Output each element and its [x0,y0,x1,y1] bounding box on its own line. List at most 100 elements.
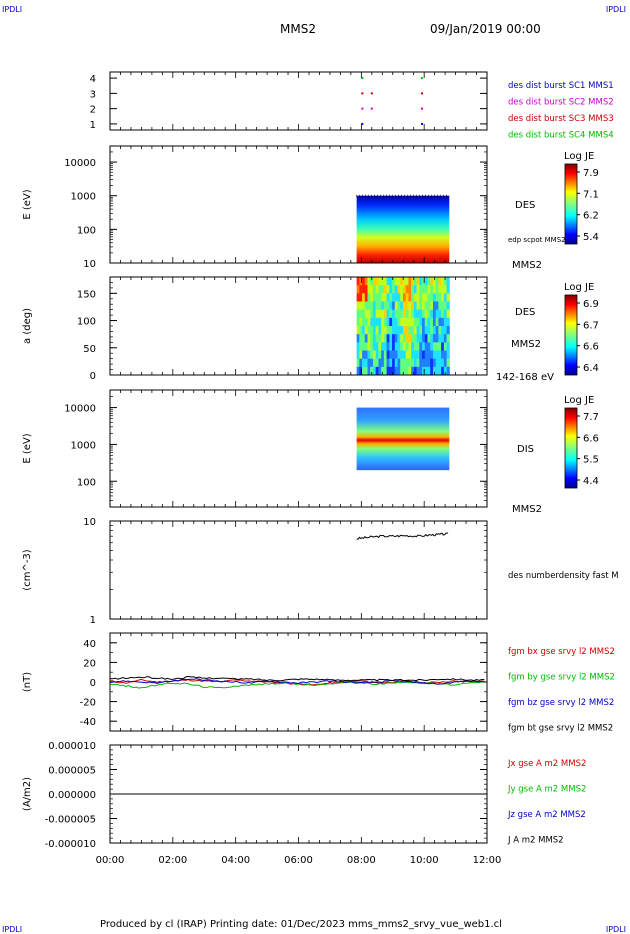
pitch-cell [430,301,434,311]
pitch-cell [397,293,401,302]
pitch-cell [405,285,409,294]
y-tick-label: 2 [90,105,96,116]
pitch-cell [359,350,363,360]
pitch-cell [405,358,409,368]
pitch-cell [438,350,442,360]
pitch-cell [411,358,415,368]
pitch-cell [356,334,360,343]
dis-energy-spectrogram [356,407,450,471]
pitch-cell [416,342,420,351]
pitch-cell [364,334,369,343]
pitch-cell [408,309,412,319]
pitch-cell [405,334,409,343]
pitch-cell [419,285,423,294]
pitch-cell [422,334,426,343]
y-tick-label: -40 [80,717,96,728]
pitch-cell [389,334,393,343]
pitch-cell [416,358,420,368]
pitch-cell [427,277,431,286]
pitch-cell [397,358,401,368]
pitch-cell [386,277,390,286]
pitch-cell [372,309,377,319]
pitch-cell [370,366,374,376]
y-tick-label: -20 [80,698,96,709]
pitch-cell [389,317,393,327]
pitch-cell [400,317,404,327]
pitch-cell [438,366,442,376]
burst-mark [361,92,364,95]
pitch-cell [372,358,377,368]
pitch-cell [394,309,399,319]
pitch-cell [364,301,369,311]
y-tick-label: 0 [90,371,96,382]
pitch-cell [422,277,426,286]
y-axis-label: E (eV) [22,189,33,219]
pitch-cell [424,317,428,327]
footer-credits: Produced by cl (IRAP) Printing date: 01/… [100,919,502,930]
pitch-cell [430,277,434,286]
pitch-cell [372,350,377,360]
pitch-cell [446,342,450,351]
pitch-cell [446,301,450,311]
pitch-cell [422,326,426,335]
pitch-cell [400,293,404,302]
pitch-cell [435,317,439,327]
energy-range-label: 142-168 eV [496,372,554,383]
pitch-cell [383,342,388,351]
y-axis-label: E (eV) [22,433,33,463]
pitch-cell [370,309,374,319]
pitch-cell [408,285,412,294]
x-tick-label: 02:00 [158,855,187,866]
pitch-cell [370,317,374,327]
pitch-cell [397,326,401,335]
pitch-cell [438,309,442,319]
y-tick-label: 100 [77,477,96,488]
pitch-cell [364,317,369,327]
pitch-cell [402,326,407,335]
des-energy-spectrogram [356,195,450,263]
pitch-cell [441,366,445,376]
pitch-cell [424,301,428,311]
pitch-cell [383,285,388,294]
pitch-cell [389,277,393,286]
pitch-cell [441,334,445,343]
legend-entry: fgm bx gse srvy l2 MMS2 [508,647,615,657]
fgm-line [110,675,485,682]
pitch-cell [367,350,371,360]
pitch-cell [446,334,450,343]
pitch-cell [400,277,404,286]
pitch-cell [427,358,431,368]
pitch-cell [413,293,418,302]
colorbar-tick-label: 6.6 [583,433,599,444]
colorbar-tick-label: 4.4 [583,476,599,487]
pitch-cell [424,358,428,368]
spacecraft-label: MMS2 [511,339,541,350]
pitch-cell [443,285,448,294]
pitch-cell [394,317,399,327]
pitch-cell [386,350,390,360]
pitch-cell [370,293,374,302]
pitch-cell [441,277,445,286]
pitch-cell [372,326,377,335]
pitch-cell [375,317,379,327]
pitch-cell [432,326,437,335]
pitch-cell [402,342,407,351]
pitch-cell [405,277,409,286]
pitch-cell [427,366,431,376]
pitch-cell [392,326,396,335]
pitch-cell [370,334,374,343]
y-tick-label: 50 [83,344,96,355]
pitch-cell [430,358,434,368]
pitch-cell [405,342,409,351]
colorbar-tick-label: 7.7 [583,412,599,423]
pitch-cell [397,366,401,376]
pitch-cell [430,317,434,327]
pitch-cell [411,350,415,360]
pitch-cell [411,334,415,343]
pitch-cell [416,309,420,319]
pitch-cell [364,358,369,368]
pitch-cell [419,350,423,360]
pitch-cell [402,334,407,343]
pitch-cell [405,366,409,376]
y-tick-label: -0.000010 [45,839,96,850]
